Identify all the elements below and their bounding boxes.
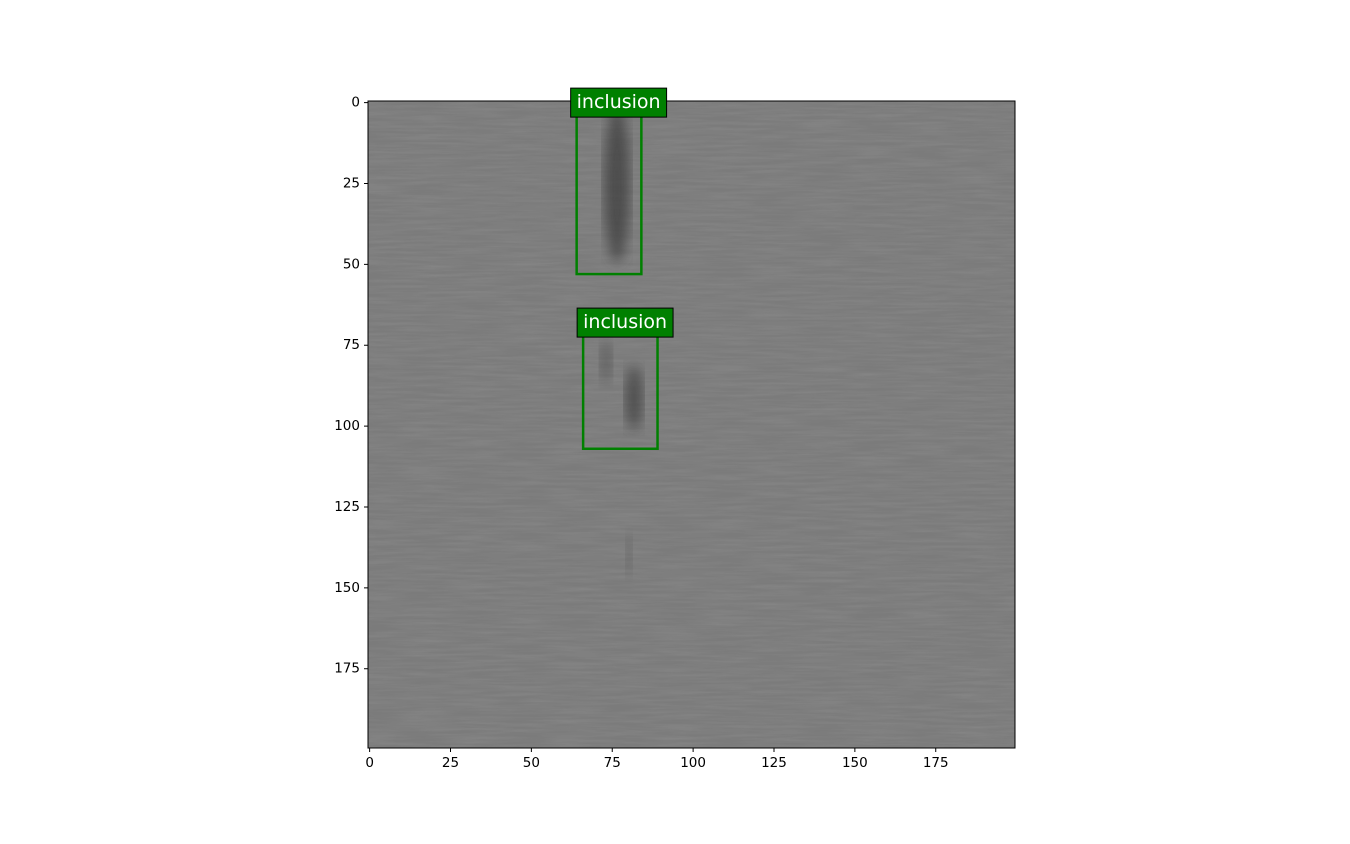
box-label-background <box>576 307 674 338</box>
x-tick-label: 50 <box>523 755 540 771</box>
x-tick-label: 0 <box>365 755 374 771</box>
y-tick-label: 75 <box>343 337 360 353</box>
defect <box>625 366 643 430</box>
x-tick-label: 175 <box>923 755 949 771</box>
y-tick-label: 0 <box>351 95 360 111</box>
y-tick-label: 125 <box>334 499 360 515</box>
x-tick-label: 25 <box>442 755 459 771</box>
y-tick-label: 100 <box>334 418 360 434</box>
x-tick-label: 100 <box>680 755 706 771</box>
y-tick-label: 175 <box>334 661 360 677</box>
box-label-background <box>570 87 668 118</box>
defect <box>626 533 632 577</box>
y-tick-label: 150 <box>334 580 360 596</box>
image <box>368 101 1015 748</box>
x-tick-label: 125 <box>761 755 787 771</box>
x-tick-label: 150 <box>842 755 868 771</box>
axes-frame <box>367 100 1016 749</box>
y-tick-label: 25 <box>343 175 360 191</box>
image-texture <box>368 101 1015 748</box>
x-tick-label: 75 <box>604 755 621 771</box>
y-tick-label: 50 <box>343 256 360 272</box>
defect <box>600 340 612 384</box>
box-label: inclusion <box>583 311 667 333</box>
defect <box>604 107 630 263</box>
box-label: inclusion <box>577 91 661 113</box>
